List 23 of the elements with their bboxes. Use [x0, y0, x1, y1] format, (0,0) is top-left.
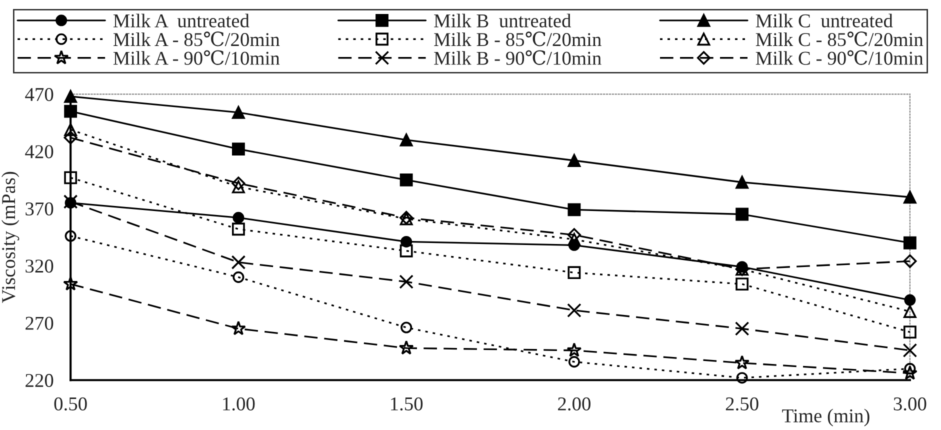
y-tick-label: 220: [26, 374, 54, 388]
legend-label: Milk B - 90℃/10min: [434, 50, 602, 65]
legend-label: Milk B untreated: [434, 14, 572, 28]
legend-label: Milk C - 85℃/20min: [756, 32, 924, 46]
x-tick-label: 0.50: [54, 397, 87, 411]
x-tick-label: 1.00: [223, 397, 255, 411]
legend-label: Milk C untreated: [756, 14, 893, 28]
legend-label: Milk C - 90℃/10min: [756, 50, 924, 65]
y-tick-label: 270: [26, 316, 54, 330]
legend-label: Milk A untreated: [113, 14, 250, 28]
y-tick-label: 470: [25, 88, 54, 102]
x-tick-label: 2.00: [558, 397, 590, 411]
legend-label: Milk A - 85℃/20min: [113, 32, 280, 46]
legend-label: Milk A - 90℃/10min: [113, 50, 280, 65]
x-tick-label: 2.50: [726, 397, 758, 411]
y-tick-label: 420: [25, 145, 54, 158]
x-tick-label: 1.50: [391, 397, 423, 411]
y-axis-title: Viscosity (mPas): [2, 172, 20, 304]
x-axis-title: Time (min): [782, 408, 870, 426]
y-tick-label: 320: [26, 260, 54, 273]
x-tick-label: 3.00: [894, 397, 926, 411]
legend-label: Milk B - 85℃/20min: [434, 32, 602, 46]
y-tick-label: 370: [26, 202, 54, 216]
